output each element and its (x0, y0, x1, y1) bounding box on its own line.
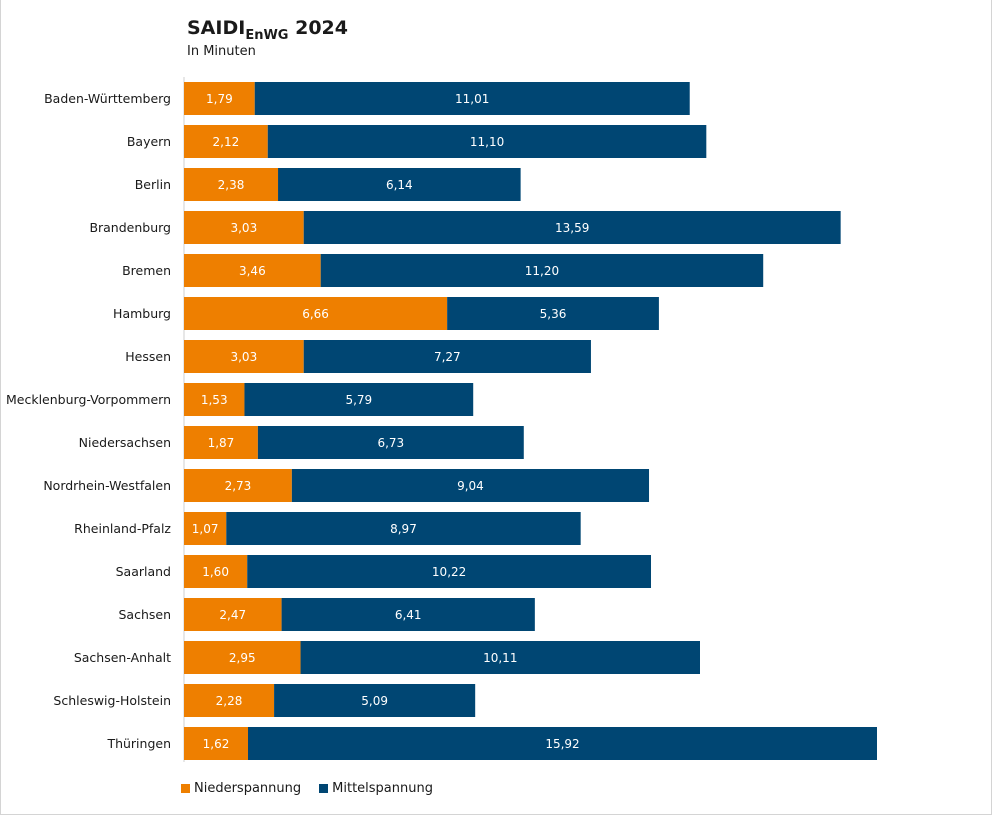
category-label-sachsen-anhalt: Sachsen-Anhalt (74, 650, 171, 665)
value-label-mittelspannung-sachsen-anhalt: 10,11 (483, 651, 517, 665)
category-label-hamburg: Hamburg (113, 306, 171, 321)
value-label-mittelspannung-nordrhein-westfalen: 9,04 (457, 479, 484, 493)
value-label-mittelspannung-berlin: 6,14 (386, 178, 413, 192)
bar-niederspannung-mecklenburg-vorpommern (184, 383, 245, 416)
value-label-niederspannung-sachsen: 2,47 (219, 608, 246, 622)
bar-mittelspannung-brandenburg (303, 211, 841, 244)
bar-mittelspannung-nordrhein-westfalen (291, 469, 650, 502)
bar-niederspannung-hessen (184, 340, 304, 373)
bar-mittelspannung-baden-wuerttemberg (254, 82, 690, 115)
category-label-mecklenburg-vorpommern: Mecklenburg-Vorpommern (6, 392, 171, 407)
bars (184, 82, 877, 760)
value-label-mittelspannung-baden-wuerttemberg: 11,01 (455, 92, 489, 106)
legend-swatch-niederspannung (181, 784, 190, 793)
legend-swatch-mittelspannung (319, 784, 329, 793)
category-label-baden-wuerttemberg: Baden-Württemberg (44, 91, 171, 106)
category-label-schleswig-holstein: Schleswig-Holstein (53, 693, 171, 708)
bar-niederspannung-niedersachsen (184, 426, 258, 459)
category-label-saarland: Saarland (116, 564, 171, 579)
bar-mittelspannung-rheinland-pfalz (226, 512, 581, 545)
bar-niederspannung-hamburg (184, 297, 448, 330)
bar-niederspannung-nordrhein-westfalen (184, 469, 292, 502)
value-label-niederspannung-nordrhein-westfalen: 2,73 (225, 479, 252, 493)
value-label-mittelspannung-hessen: 7,27 (434, 350, 461, 364)
legend-item-mittelspannung: Mittelspannung (319, 781, 433, 796)
bar-mittelspannung-sachsen (281, 598, 535, 631)
value-label-mittelspannung-bayern: 11,10 (470, 135, 504, 149)
chart-title-subscript: EnWG (245, 28, 289, 43)
bar-mittelspannung-bremen (320, 254, 764, 287)
bar-mittelspannung-berlin (278, 168, 521, 201)
bar-mittelspannung-hamburg (447, 297, 659, 330)
value-label-mittelspannung-niedersachsen: 6,73 (377, 436, 404, 450)
bar-niederspannung-rheinland-pfalz (184, 512, 227, 545)
value-label-niederspannung-baden-wuerttemberg: 1,79 (206, 92, 233, 106)
value-label-mittelspannung-thueringen: 15,92 (545, 737, 579, 751)
bar-mittelspannung-thueringen (248, 727, 877, 760)
category-label-sachsen: Sachsen (118, 607, 171, 622)
value-label-niederspannung-schleswig-holstein: 2,28 (216, 694, 243, 708)
value-label-niederspannung-bayern: 2,12 (213, 135, 240, 149)
bar-niederspannung-berlin (184, 168, 279, 201)
value-label-niederspannung-berlin: 2,38 (218, 178, 245, 192)
bar-niederspannung-bremen (184, 254, 321, 287)
value-label-mittelspannung-brandenburg: 13,59 (555, 221, 589, 235)
value-label-niederspannung-brandenburg: 3,03 (230, 221, 257, 235)
legend-item-niederspannung: Niederspannung (181, 781, 301, 796)
category-label-berlin: Berlin (135, 177, 171, 192)
category-label-brandenburg: Brandenburg (89, 220, 171, 235)
value-label-niederspannung-hamburg: 6,66 (302, 307, 329, 321)
category-label-niedersachsen: Niedersachsen (79, 435, 171, 450)
value-label-niederspannung-saarland: 1,60 (202, 565, 229, 579)
chart-title: SAIDIEnWG 2024 (187, 17, 348, 43)
value-label-mittelspannung-mecklenburg-vorpommern: 5,79 (345, 393, 372, 407)
value-label-mittelspannung-saarland: 10,22 (432, 565, 466, 579)
category-label-nordrhein-westfalen: Nordrhein-Westfalen (43, 478, 171, 493)
value-label-niederspannung-mecklenburg-vorpommern: 1,53 (201, 393, 228, 407)
bar-niederspannung-bayern (184, 125, 268, 158)
value-labels: 1,79 11,01 2,12 11,10 2,38 6,14 3,03 13,59 3,46 1… (192, 92, 590, 751)
bar-niederspannung-thueringen (184, 727, 249, 760)
legend-label-mittelspannung: Mittelspannung (332, 781, 433, 796)
value-label-niederspannung-hessen: 3,03 (230, 350, 257, 364)
bar-niederspannung-saarland (184, 555, 248, 588)
value-label-mittelspannung-hamburg: 5,36 (540, 307, 567, 321)
value-label-mittelspannung-schleswig-holstein: 5,09 (361, 694, 388, 708)
value-label-niederspannung-rheinland-pfalz: 1,07 (192, 522, 219, 536)
category-label-rheinland-pfalz: Rheinland-Pfalz (74, 521, 171, 536)
legend: Niederspannung Mittelspannung (181, 781, 451, 796)
category-label-thueringen: Thüringen (106, 736, 171, 751)
bar-niederspannung-schleswig-holstein (184, 684, 275, 717)
category-label-bayern: Bayern (127, 134, 171, 149)
value-label-niederspannung-bremen: 3,46 (239, 264, 266, 278)
value-label-mittelspannung-sachsen: 6,41 (395, 608, 422, 622)
value-label-niederspannung-thueringen: 1,62 (203, 737, 230, 751)
bar-mittelspannung-mecklenburg-vorpommern (244, 383, 474, 416)
value-label-niederspannung-niedersachsen: 1,87 (208, 436, 235, 450)
category-label-hessen: Hessen (125, 349, 171, 364)
bar-mittelspannung-saarland (247, 555, 652, 588)
chart-subtitle: In Minuten (187, 44, 256, 59)
value-label-niederspannung-sachsen-anhalt: 2,95 (229, 651, 256, 665)
value-label-mittelspannung-bremen: 11,20 (525, 264, 559, 278)
bar-niederspannung-sachsen (184, 598, 282, 631)
category-label-bremen: Bremen (122, 263, 171, 278)
bar-niederspannung-baden-wuerttemberg (184, 82, 255, 115)
category-labels: Baden-Württemberg Bayern Berlin Brandenburg… (6, 91, 171, 751)
bar-mittelspannung-bayern (267, 125, 707, 158)
legend-label-niederspannung: Niederspannung (194, 781, 302, 796)
bar-niederspannung-sachsen-anhalt (184, 641, 301, 674)
bar-niederspannung-brandenburg (184, 211, 304, 244)
bar-mittelspannung-schleswig-holstein (274, 684, 476, 717)
bar-mittelspannung-sachsen-anhalt (300, 641, 700, 674)
bar-mittelspannung-hessen (303, 340, 591, 373)
bar-mittelspannung-niedersachsen (257, 426, 524, 459)
value-label-mittelspannung-rheinland-pfalz: 8,97 (390, 522, 417, 536)
